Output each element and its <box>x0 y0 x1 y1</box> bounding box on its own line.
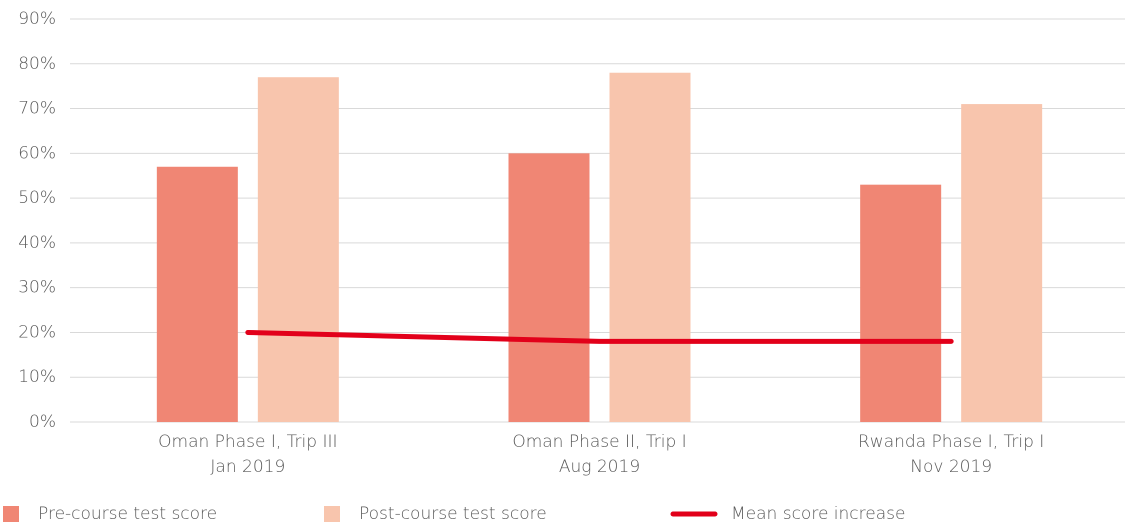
y-tick-label: 20% <box>18 322 56 342</box>
y-tick-label: 0% <box>29 412 56 432</box>
bar <box>508 153 590 423</box>
bar <box>156 166 238 422</box>
bar <box>257 77 339 422</box>
y-tick-label: 30% <box>18 278 56 298</box>
y-tick-label: 80% <box>18 54 56 74</box>
bar <box>860 184 942 422</box>
bar <box>961 104 1043 423</box>
legend-label: Mean score increase <box>731 504 905 524</box>
x-tick-label: Jan 2019 <box>210 457 285 477</box>
legend-label: Pre-course test score <box>38 504 217 524</box>
y-tick-label: 60% <box>18 143 56 163</box>
x-tick-label: Oman Phase II, Trip I <box>512 432 686 452</box>
y-tick-label: 90% <box>18 9 56 29</box>
y-tick-label: 50% <box>18 188 56 208</box>
legend-swatch <box>324 506 340 522</box>
legend-swatch <box>3 506 19 522</box>
bar <box>609 72 691 422</box>
y-tick-label: 10% <box>18 367 56 387</box>
legend-label: Post-course test score <box>359 504 547 524</box>
x-tick-label: Nov 2019 <box>910 457 992 477</box>
y-tick-label: 40% <box>18 233 56 253</box>
line <box>245 329 954 344</box>
y-tick-label: 70% <box>18 99 56 119</box>
x-tick-label: Rwanda Phase I, Trip I <box>858 432 1044 452</box>
x-tick-label: Aug 2019 <box>559 457 640 477</box>
x-tick-label: Oman Phase I, Trip III <box>158 432 337 452</box>
